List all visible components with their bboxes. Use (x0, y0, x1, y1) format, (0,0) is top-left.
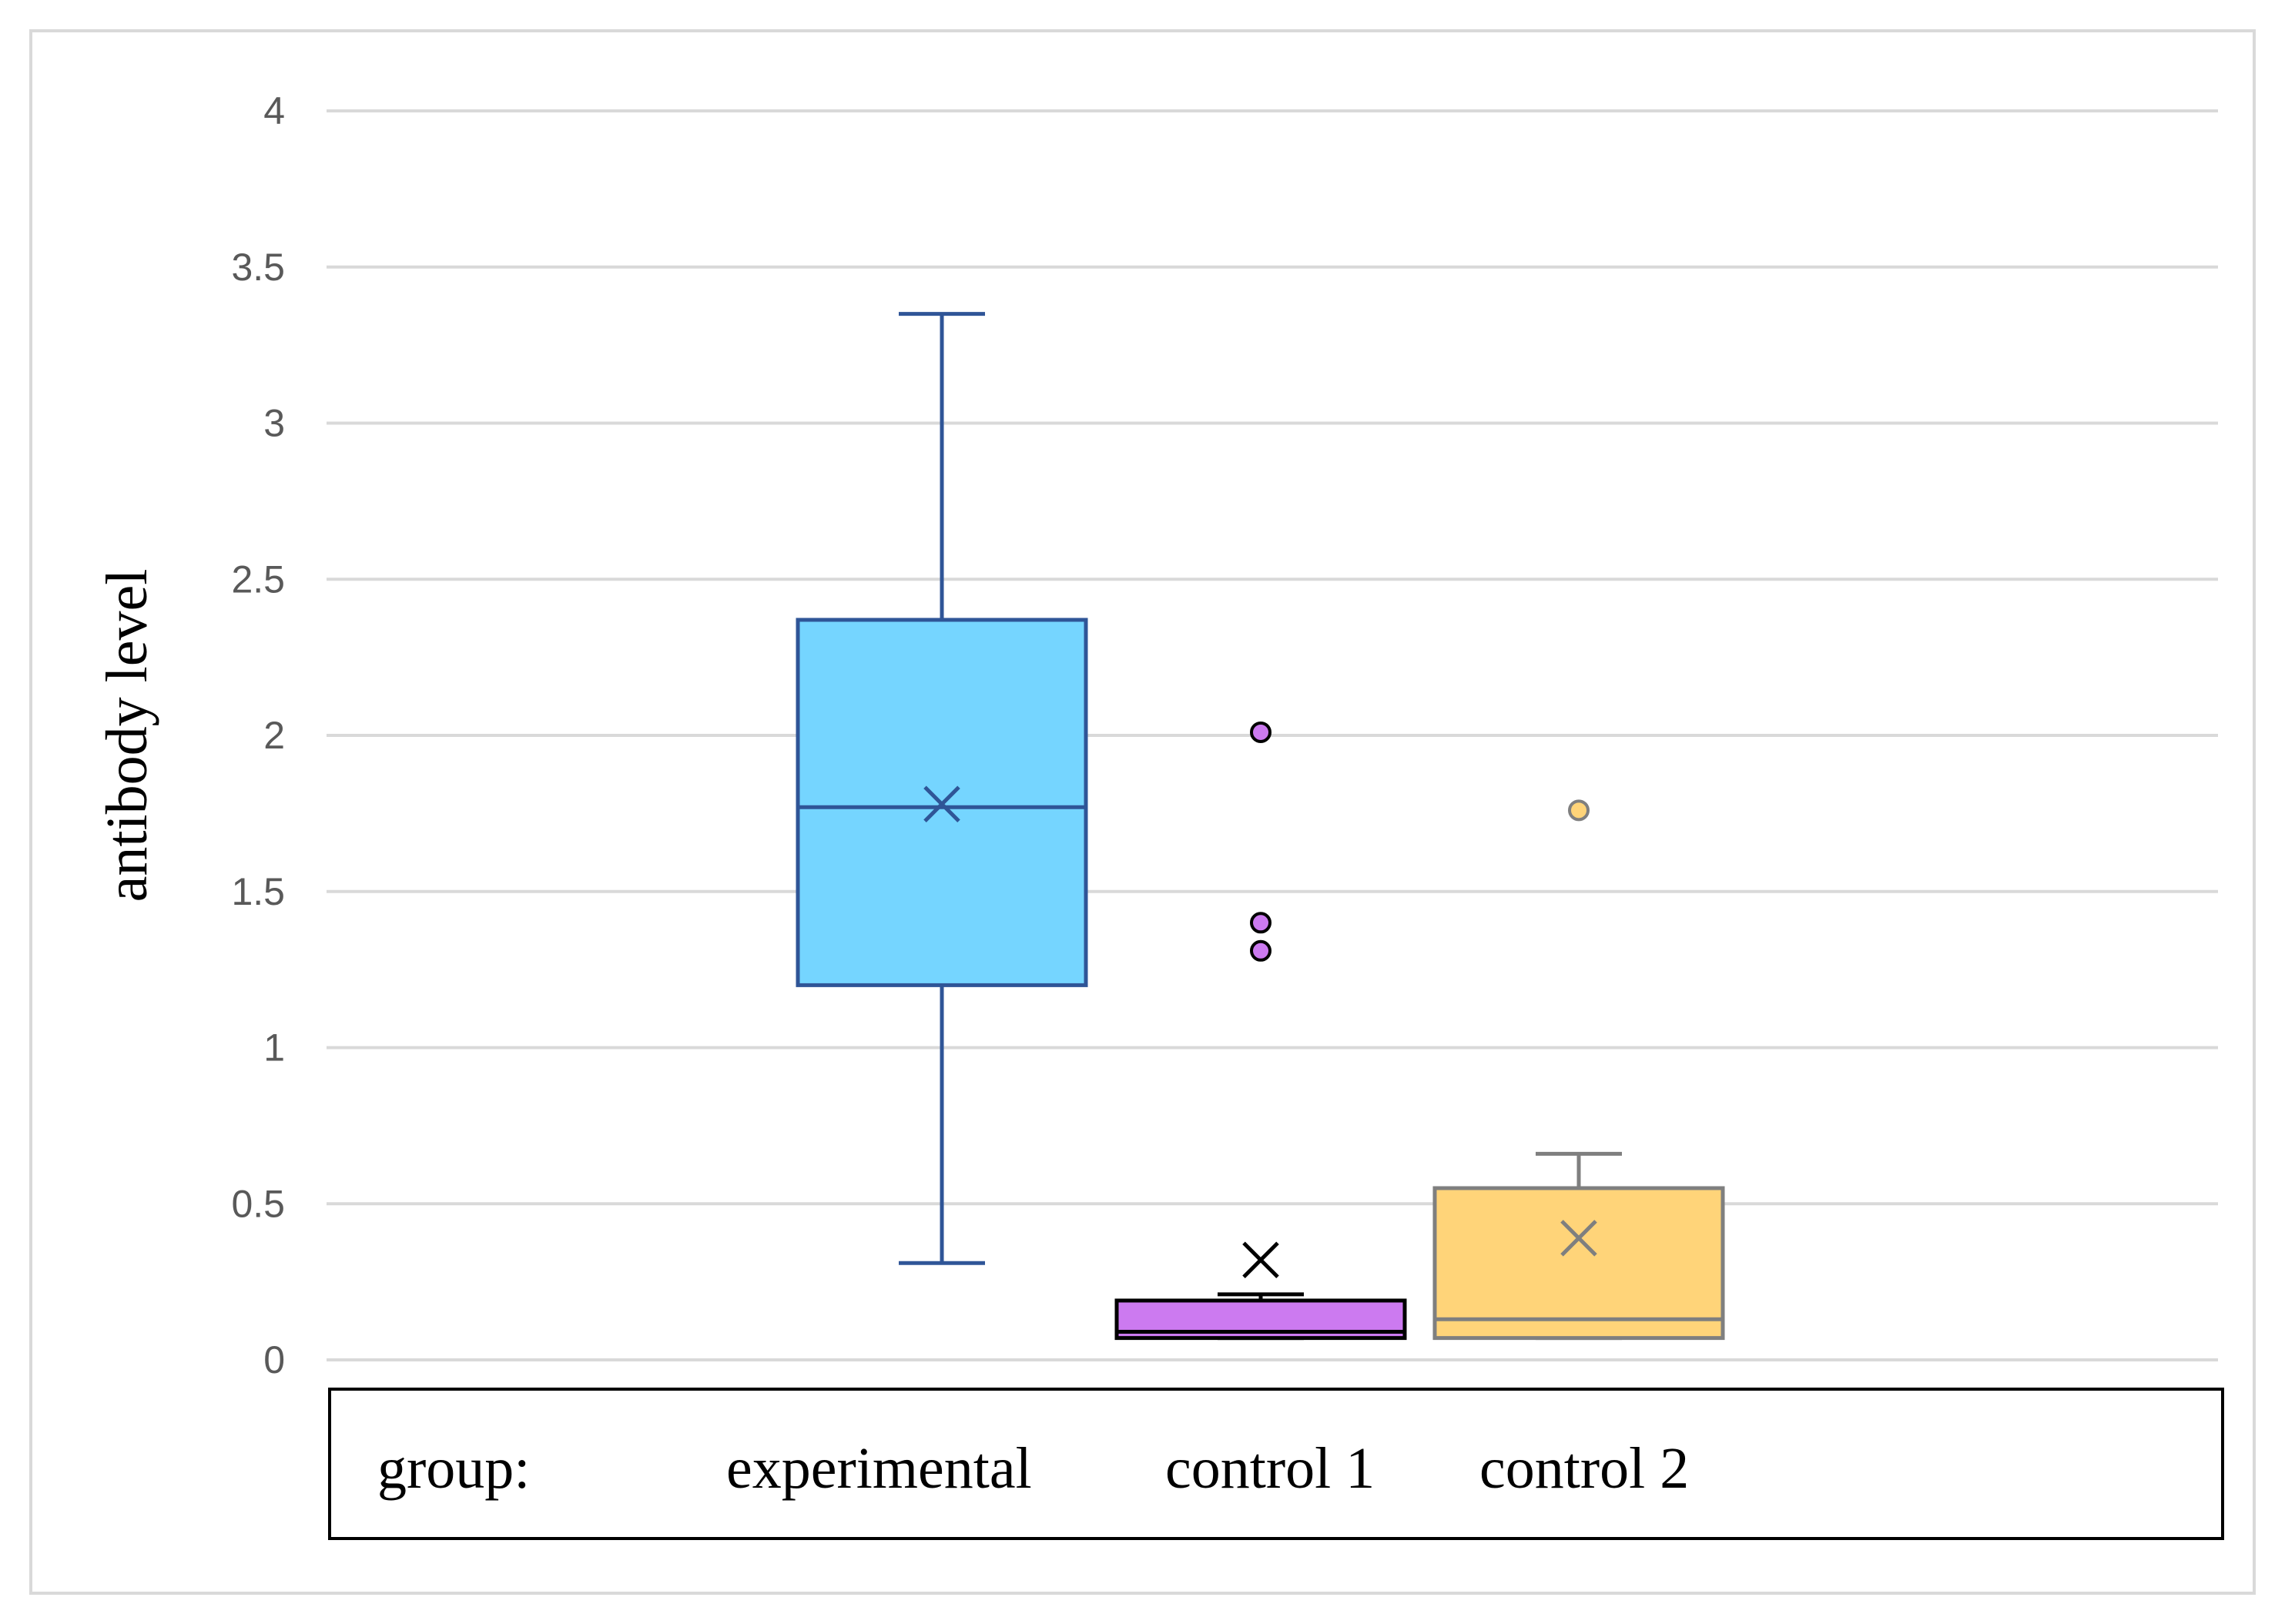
legend-entry-control-1: control 1 (1165, 1436, 1375, 1501)
outlier-point (1250, 721, 1271, 743)
outlier-point (1568, 799, 1590, 822)
outlier-point (1250, 939, 1271, 962)
y-tick-label: 3.5 (231, 246, 285, 289)
legend-frame (328, 1388, 2224, 1540)
y-tick-label: 1 (263, 1026, 285, 1070)
y-axis-label: antibody level (95, 569, 159, 902)
box-control-2 (1432, 799, 1725, 1341)
y-tick-label: 2 (263, 714, 285, 757)
legend-entry-control-2: control 2 (1479, 1436, 1689, 1501)
gridlines (327, 109, 2218, 1206)
mean-marker (1242, 1241, 1279, 1279)
y-tick-label: 0 (263, 1338, 285, 1381)
y-tick-label: 4 (263, 89, 285, 132)
group-legend: group: experimental control 1 control 2 (328, 1388, 2224, 1540)
legend-entry-experimental: experimental (726, 1436, 1032, 1501)
box-experimental (796, 312, 1088, 1265)
box-iqr (1432, 1186, 1725, 1341)
mean-marker (923, 785, 960, 822)
y-tick-label: 1.5 (231, 870, 285, 913)
boxes (796, 312, 1725, 1341)
y-axis-ticks: 0 0.5 1 1.5 2 2.5 3 3.5 4 (231, 89, 285, 1381)
legend-title: group: (377, 1436, 530, 1501)
mean-marker (1560, 1220, 1597, 1257)
outlier-point (1250, 912, 1271, 934)
y-tick-label: 2.5 (231, 558, 285, 601)
y-tick-label: 3 (263, 402, 285, 445)
box-control-1 (1114, 721, 1407, 1341)
y-tick-label: 0.5 (231, 1182, 285, 1225)
